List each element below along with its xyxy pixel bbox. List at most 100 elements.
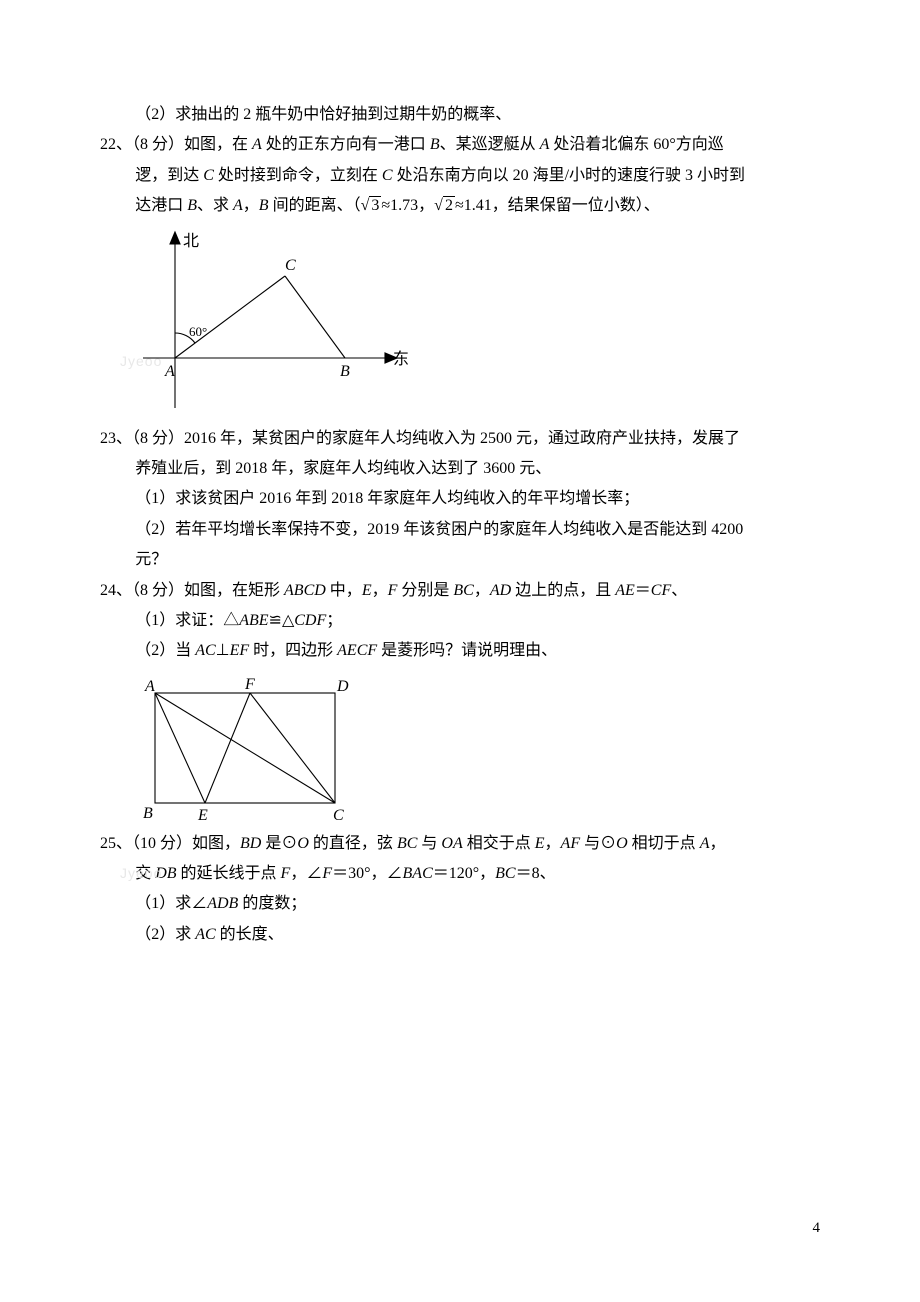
var: E — [535, 835, 545, 852]
var: F — [322, 865, 332, 882]
var: A — [700, 835, 710, 852]
label-F: F — [244, 676, 255, 693]
var: AECF — [337, 642, 377, 659]
q25-line2: 交 DB 的延长线于点 F，∠F＝30°，∠BAC＝120°，BC＝8、 — [100, 859, 822, 889]
text: ≌△ — [269, 612, 295, 629]
var: E — [362, 582, 372, 599]
var: BC — [453, 582, 473, 599]
text: ⊥ — [216, 642, 230, 659]
text: 24、（8 分）如图，在矩形 — [100, 582, 284, 599]
var: F — [281, 865, 291, 882]
q23-line1: 23、（8 分）2016 年，某贫困户的家庭年人均纯收入为 2500 元，通过政… — [100, 424, 822, 454]
var: DB — [155, 865, 176, 882]
q22-line1: 22、（8 分）如图，在 A 处的正东方向有一港口 B、某巡逻艇从 A 处沿着北… — [100, 130, 822, 160]
label-B: B — [340, 363, 350, 380]
var: AC — [195, 926, 215, 943]
var: AC — [195, 642, 215, 659]
label-C: C — [285, 257, 296, 274]
page-number: 4 — [813, 1214, 821, 1243]
text: （2）求 — [135, 926, 195, 943]
text: ， — [709, 835, 725, 852]
text: 间的距离、（ — [269, 197, 361, 214]
var-A: A — [233, 197, 243, 214]
text: 分别是 — [397, 582, 453, 599]
text: ≈1.73， — [381, 197, 434, 214]
var: ABCD — [284, 582, 326, 599]
text: 处时接到命令，立刻在 — [214, 167, 382, 184]
var: AE — [615, 582, 635, 599]
label-north: 北 — [183, 232, 199, 250]
text: 相交于点 — [463, 835, 535, 852]
text: 边上的点，且 — [511, 582, 615, 599]
text: ＝8、 — [516, 865, 556, 882]
text: 时，四边形 — [249, 642, 337, 659]
text: ＝ — [635, 582, 651, 599]
var-A: A — [540, 136, 550, 153]
text: （1）求∠ — [135, 895, 207, 912]
label-B: B — [143, 805, 153, 822]
var: BD — [240, 835, 261, 852]
q25-sub2: （2）求 AC 的长度、 — [100, 920, 822, 950]
q24-line1: 24、（8 分）如图，在矩形 ABCD 中，E，F 分别是 BC，AD 边上的点… — [100, 576, 822, 606]
var: AF — [561, 835, 581, 852]
text: ， — [474, 582, 490, 599]
text: ； — [326, 612, 342, 629]
var-A: A — [252, 136, 262, 153]
var: BC — [397, 835, 417, 852]
q24-figure: A F D B E C — [135, 673, 822, 823]
text: 的长度、 — [216, 926, 284, 943]
var: CDF — [294, 612, 326, 629]
sqrt2: 2 — [443, 196, 455, 214]
text: ， — [545, 835, 561, 852]
var: BC — [495, 865, 515, 882]
text: 处沿东南方向以 20 海里/小时的速度行驶 3 小时到 — [393, 167, 745, 184]
text: 、求 — [197, 197, 233, 214]
q21-sub2: （2）求抽出的 2 瓶牛奶中恰好抽到过期牛奶的概率、 — [100, 100, 822, 130]
label-D: D — [336, 678, 349, 695]
var: BAC — [403, 865, 433, 882]
q23-line2: 养殖业后，到 2018 年，家庭年人均纯收入达到了 3600 元、 — [100, 454, 822, 484]
var-B: B — [187, 197, 197, 214]
q22-line3: 达港口 B、求 A，B 间的距离、（√3≈1.73，√2≈1.41，结果保留一位… — [100, 191, 822, 221]
text: 的度数； — [238, 895, 306, 912]
text: 是⊙ — [261, 835, 297, 852]
text: 22、（8 分）如图，在 — [100, 136, 252, 153]
var-C: C — [382, 167, 393, 184]
text: 、某巡逻艇从 — [440, 136, 540, 153]
q25-sub1: （1）求∠ADB 的度数； — [100, 889, 822, 919]
var: OA — [441, 835, 462, 852]
q25-line1: 25、（10 分）如图，BD 是⊙O 的直径，弦 BC 与 OA 相交于点 E，… — [100, 829, 822, 859]
text: ，∠ — [290, 865, 322, 882]
text: ＝120°， — [433, 865, 495, 882]
text: （1）求证：△ — [135, 612, 239, 629]
label-E: E — [197, 807, 208, 823]
text: ≈1.41，结果保留一位小数）、 — [455, 197, 660, 214]
text: 处的正东方向有一港口 — [262, 136, 430, 153]
q23-sub1: （1）求该贫困户 2016 年到 2018 年家庭年人均纯收入的年平均增长率； — [100, 484, 822, 514]
text: 处沿着北偏东 60°方向巡 — [549, 136, 723, 153]
var-C: C — [203, 167, 214, 184]
text: 与 — [417, 835, 441, 852]
q24-sub2: （2）当 AC⊥EF 时，四边形 AECF 是菱形吗？请说明理由、 — [100, 636, 822, 666]
text: 逻，到达 — [135, 167, 203, 184]
label-A: A — [144, 678, 155, 695]
text: 达港口 — [135, 197, 187, 214]
text: 与⊙ — [580, 835, 616, 852]
q22-line2: 逻，到达 C 处时接到命令，立刻在 C 处沿东南方向以 20 海里/小时的速度行… — [100, 161, 822, 191]
label-C: C — [333, 807, 344, 823]
var: O — [297, 835, 309, 852]
var: CF — [651, 582, 671, 599]
q23-sub2a: （2）若年平均增长率保持不变，2019 年该贫困户的家庭年人均纯收入是否能达到 … — [100, 515, 822, 545]
text: ＝30°，∠ — [332, 865, 402, 882]
q23-sub2b: 元？ — [100, 545, 822, 575]
text: 的延长线于点 — [177, 865, 281, 882]
text: ， — [243, 197, 259, 214]
label-angle: 60° — [189, 324, 207, 339]
label-A: A — [164, 363, 175, 380]
text: 中， — [326, 582, 362, 599]
text: 交 — [135, 865, 155, 882]
label-east: 东 — [393, 350, 409, 368]
var: ABE — [239, 612, 268, 629]
text: （2）当 — [135, 642, 195, 659]
text: 相切于点 — [628, 835, 700, 852]
